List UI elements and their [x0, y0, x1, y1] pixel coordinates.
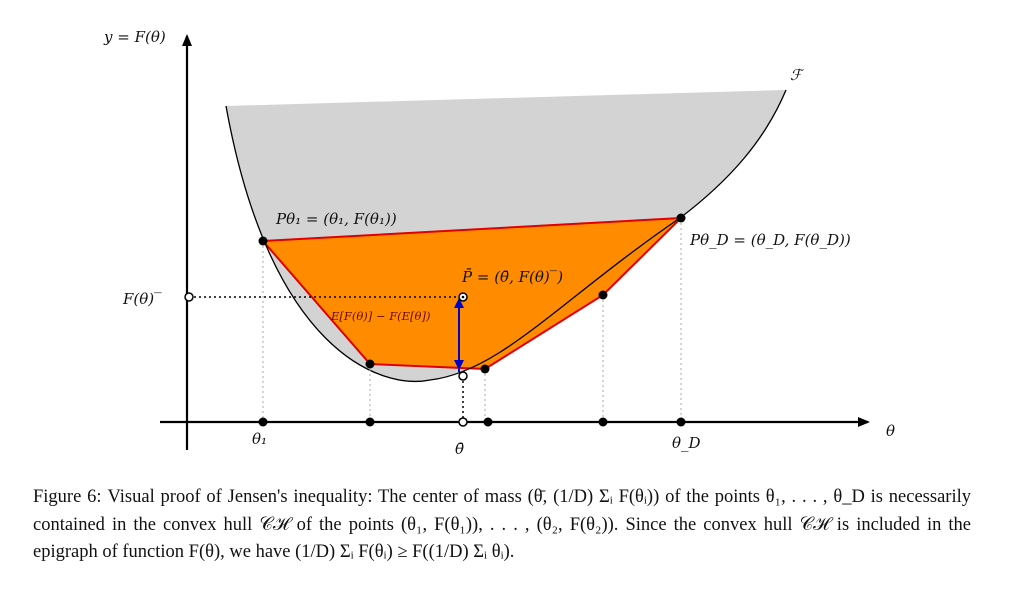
figure-caption: Figure 6: Visual proof of Jensen's inequa… — [33, 484, 971, 567]
theta1-label: θ₁ — [252, 430, 267, 448]
fbar-label: F(θ)‾ — [122, 290, 162, 308]
jensen-diagram-svg: y = F(θ) θ ℱ Pθ₁ = (θ₁, F(θ₁)) Pθ_D = (θ… — [103, 28, 895, 458]
curve-points — [258, 213, 686, 374]
thetabar-label: θ̄ — [455, 440, 464, 458]
gap-label: E[F(θ)] − F(E[θ]) — [330, 309, 430, 323]
thetad-label: θ_D — [672, 434, 701, 452]
caption-label: Figure 6: — [33, 487, 102, 507]
p1-label: Pθ₁ = (θ₁, F(θ₁)) — [275, 210, 397, 228]
convex-hull — [260, 216, 684, 371]
axis-points — [258, 417, 686, 427]
pbar-label: P̄ = (θ̄, F(θ)‾) — [461, 268, 563, 286]
x-axis-label: θ — [886, 422, 895, 440]
jensen-figure: y = F(θ) θ ℱ Pθ₁ = (θ₁, F(θ₁)) Pθ_D = (θ… — [103, 28, 895, 458]
y-axis-label: y = F(θ) — [103, 28, 166, 46]
curve-f — [225, 89, 787, 383]
vertical-guides — [262, 218, 682, 422]
curve-label: ℱ — [790, 66, 805, 84]
pd-label: Pθ_D = (θ_D, F(θ_D)) — [689, 231, 851, 249]
caption-text: Visual proof of Jensen's inequality: The… — [33, 487, 971, 562]
